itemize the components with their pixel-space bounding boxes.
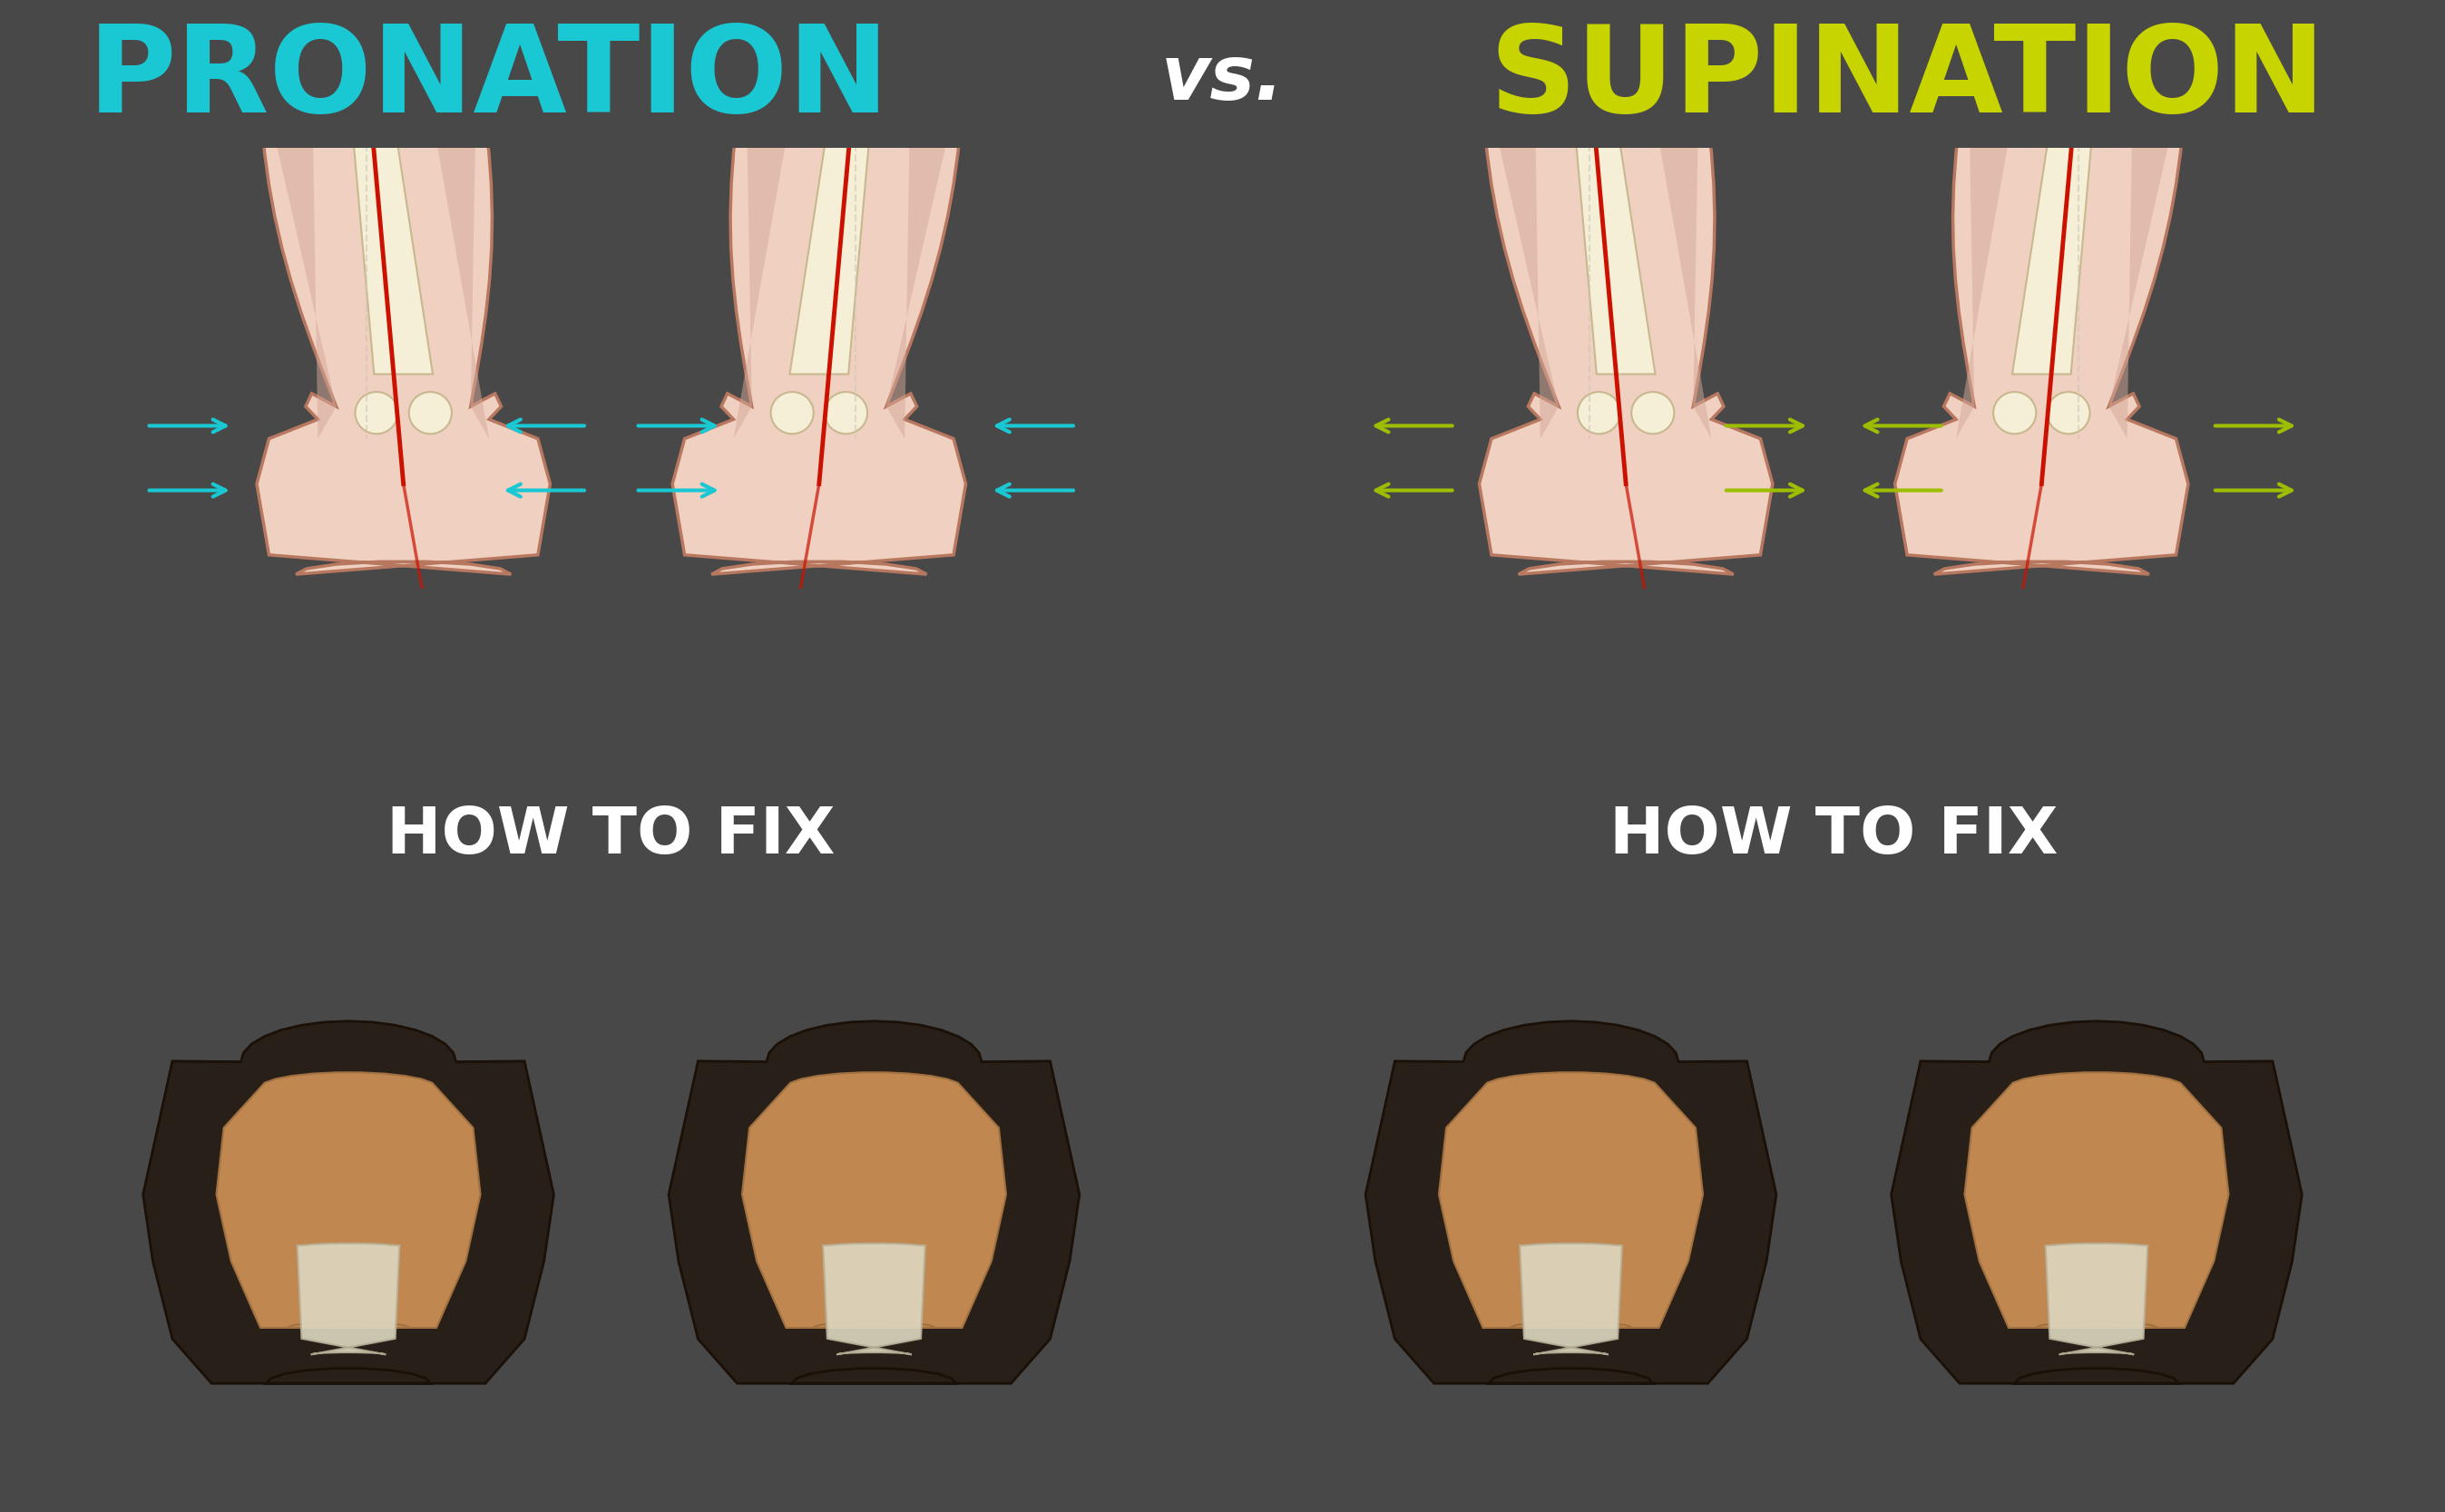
Polygon shape	[885, 57, 966, 438]
Ellipse shape	[1631, 392, 1675, 434]
Polygon shape	[1438, 1072, 1702, 1328]
Polygon shape	[1956, 57, 2022, 438]
Polygon shape	[215, 1072, 479, 1328]
Text: HOW TO FIX: HOW TO FIX	[386, 804, 836, 866]
Polygon shape	[667, 1021, 1078, 1383]
Polygon shape	[298, 1243, 399, 1355]
Ellipse shape	[355, 392, 399, 434]
Polygon shape	[257, 57, 550, 575]
Ellipse shape	[1577, 392, 1621, 434]
Polygon shape	[734, 57, 800, 438]
Text: PRONATION: PRONATION	[88, 20, 890, 138]
Polygon shape	[1521, 1243, 1621, 1355]
Text: SUPINATION: SUPINATION	[1489, 20, 2325, 138]
Polygon shape	[2108, 57, 2188, 438]
Ellipse shape	[408, 392, 452, 434]
Ellipse shape	[1993, 392, 2037, 434]
Polygon shape	[790, 71, 875, 373]
Polygon shape	[421, 57, 489, 438]
Polygon shape	[824, 1243, 924, 1355]
Polygon shape	[257, 57, 335, 438]
Polygon shape	[1963, 1072, 2227, 1328]
Polygon shape	[2012, 71, 2098, 373]
Polygon shape	[672, 57, 966, 575]
Polygon shape	[1570, 71, 1655, 373]
Ellipse shape	[2046, 392, 2090, 434]
Polygon shape	[2046, 1243, 2147, 1355]
Text: HOW TO FIX: HOW TO FIX	[1609, 804, 2059, 866]
Polygon shape	[1364, 1021, 1775, 1383]
Ellipse shape	[770, 392, 814, 434]
Polygon shape	[1643, 57, 1712, 438]
Ellipse shape	[824, 392, 868, 434]
Polygon shape	[1892, 1021, 2301, 1383]
Polygon shape	[347, 71, 433, 373]
Polygon shape	[743, 1072, 1005, 1328]
Polygon shape	[1479, 57, 1560, 438]
Polygon shape	[1895, 57, 2188, 575]
Polygon shape	[142, 1021, 553, 1383]
Polygon shape	[1479, 57, 1773, 575]
Text: vs.: vs.	[1161, 42, 1284, 115]
